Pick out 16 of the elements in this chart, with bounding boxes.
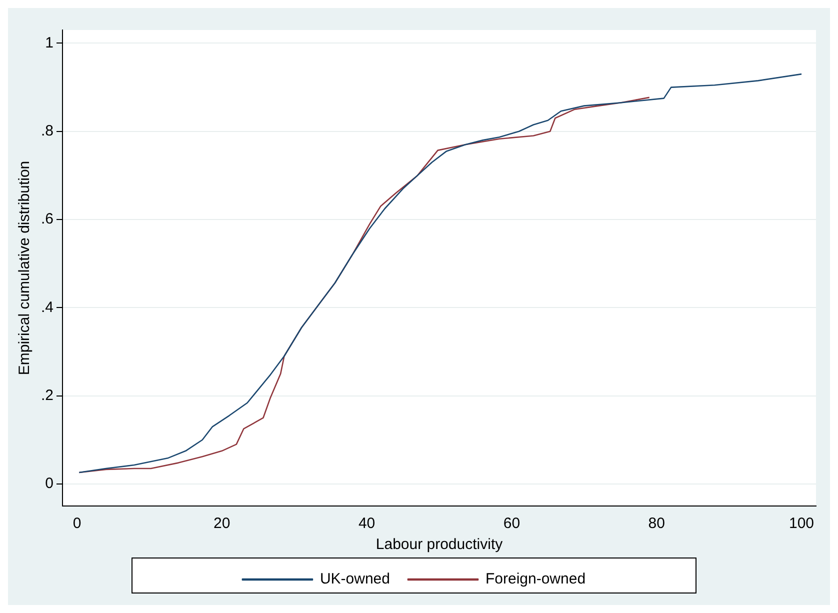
x-tick-label: 100 xyxy=(788,515,814,532)
y-tick-label: .6 xyxy=(40,210,54,228)
x-tick-label: 20 xyxy=(214,515,230,532)
y-axis-title: Empirical cumulative distribution xyxy=(16,160,34,376)
legend-label: UK-owned xyxy=(320,570,390,588)
y-tick-label: 1 xyxy=(45,34,54,52)
x-tick-label: 60 xyxy=(503,515,520,532)
x-axis-title: Labour productivity xyxy=(376,536,504,554)
x-tick-label: 40 xyxy=(358,515,376,532)
x-tick-label: 80 xyxy=(648,515,665,532)
x-tick-label: 0 xyxy=(72,515,82,532)
y-tick-label: .4 xyxy=(40,298,54,316)
y-tick-label: .8 xyxy=(40,122,54,140)
y-tick-label: 0 xyxy=(45,475,54,492)
y-tick-label: .2 xyxy=(40,386,54,404)
legend-label: Foreign-owned xyxy=(485,570,586,588)
